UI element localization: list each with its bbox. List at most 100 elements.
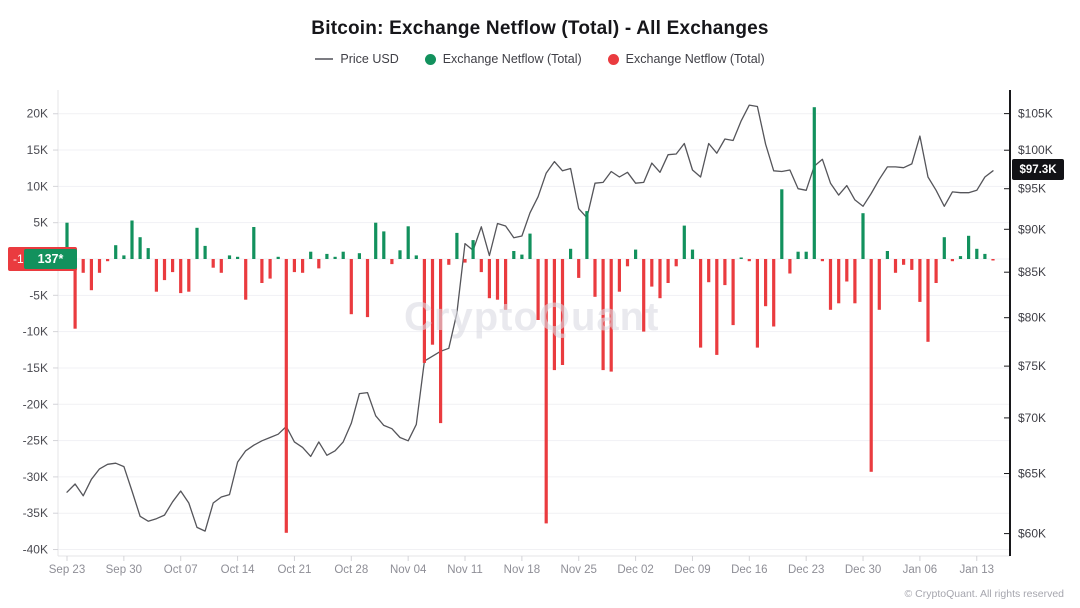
netflow-bar — [910, 259, 914, 270]
netflow-bar — [658, 259, 662, 299]
copyright-text: © CryptoQuant. All rights reserved — [904, 588, 1064, 600]
netflow-bar — [479, 259, 483, 273]
netflow-bar — [536, 259, 540, 320]
netflow-bar — [991, 259, 995, 261]
left-axis-tick-label: 20K — [27, 107, 48, 121]
page-title: Bitcoin: Exchange Netflow (Total) - All … — [311, 18, 769, 39]
right-axis-tick-label: $70K — [1018, 411, 1046, 425]
netflow-bar — [268, 259, 272, 279]
netflow-negative-badge-value: -1 — [13, 252, 24, 266]
left-axis-tick-label: -35K — [23, 506, 48, 520]
netflow-bar — [552, 259, 556, 371]
netflow-bar — [260, 259, 264, 283]
netflow-bar — [967, 235, 971, 259]
netflow-bar — [447, 259, 451, 265]
netflow-bar — [828, 259, 833, 310]
netflow-bar — [333, 256, 337, 259]
netflow-bar — [755, 259, 759, 348]
legend-item-price[interactable]: Price USD — [315, 52, 399, 66]
netflow-bar — [942, 237, 946, 259]
right-axis-tick-label: $75K — [1018, 359, 1046, 373]
netflow-bar — [162, 259, 167, 281]
netflow-bar — [244, 259, 248, 300]
netflow-bar — [390, 259, 394, 265]
netflow-bar — [918, 259, 922, 302]
netflow-bar — [227, 255, 232, 259]
legend-label-netflow-negative: Exchange Netflow (Total) — [625, 52, 765, 66]
netflow-positive-badge-value: 137* — [37, 252, 64, 266]
netflow-bar — [593, 259, 597, 297]
netflow-bar — [430, 259, 435, 345]
netflow-bar — [682, 225, 686, 259]
netflow-bar — [837, 259, 841, 304]
left-axis-tick-label: 15K — [27, 143, 48, 157]
right-axis-tick-label: $65K — [1018, 467, 1046, 481]
netflow-bar — [885, 251, 889, 259]
netflow-bar — [877, 259, 881, 310]
left-axis-tick-label: 5K — [33, 216, 48, 230]
legend-item-netflow-positive[interactable]: Exchange Netflow (Total) — [424, 52, 582, 66]
netflow-bar — [325, 253, 329, 259]
netflow-bar — [617, 259, 621, 292]
left-axis-tick-label: -10K — [23, 325, 48, 339]
netflow-bar — [804, 251, 808, 259]
netflow-bar — [171, 259, 175, 273]
right-axis-tick-label: $90K — [1018, 222, 1046, 236]
netflow-bar — [252, 227, 256, 259]
netflow-bar — [934, 259, 938, 283]
netflow-bar — [138, 237, 142, 259]
right-axis-tick-label: $105K — [1018, 107, 1053, 121]
netflow-bar — [812, 107, 816, 259]
netflow-bar — [666, 259, 670, 283]
netflow-bar — [292, 259, 296, 273]
netflow-bar — [73, 259, 77, 329]
netflow-bar — [780, 189, 784, 259]
right-axis-tick-label: $95K — [1018, 182, 1046, 196]
netflow-bar — [81, 259, 85, 273]
x-axis-tick-label: Oct 07 — [164, 564, 198, 576]
netflow-bar — [569, 248, 573, 259]
netflow-bar — [203, 245, 207, 259]
netflow-bar — [772, 259, 776, 327]
x-axis-tick-label: Dec 09 — [674, 564, 710, 576]
netflow-bar — [520, 254, 524, 259]
netflow-bar — [845, 259, 849, 282]
right-axis-tick-label: $100K — [1018, 143, 1053, 157]
x-axis-tick-label: Sep 30 — [106, 564, 142, 576]
netflow-bar — [723, 259, 727, 286]
netflow-bar — [97, 259, 102, 273]
netflow-bar — [577, 259, 581, 278]
x-axis-tick-label: Dec 23 — [788, 564, 824, 576]
left-axis-tick-label: -40K — [23, 543, 48, 557]
right-axis-tick-label: $85K — [1018, 265, 1046, 279]
left-axis-tick-label: -20K — [23, 397, 48, 411]
current-price-badge: $97.3K — [1012, 159, 1064, 180]
netflow-bar — [463, 259, 467, 263]
netflow-bar — [301, 259, 305, 273]
netflow-bar — [739, 257, 743, 259]
netflow-bar — [634, 249, 638, 259]
netflow-bar — [284, 259, 288, 533]
netflow-bar — [211, 259, 215, 268]
netflow-bar — [861, 213, 865, 259]
netflow-bar — [715, 259, 719, 355]
netflow-bar — [544, 259, 548, 524]
netflow-bar — [309, 251, 313, 259]
netflow-bar — [382, 231, 386, 259]
netflow-bar — [731, 259, 735, 326]
netflow-bar — [374, 222, 378, 259]
legend-item-netflow-negative[interactable]: Exchange Netflow (Total) — [607, 52, 765, 66]
netflow-bar — [609, 259, 613, 372]
netflow-bar — [650, 259, 654, 287]
netflow-bar — [341, 251, 345, 259]
netflow-bar — [764, 259, 768, 307]
netflow-bar — [195, 227, 199, 259]
netflow-bar — [146, 248, 150, 259]
netflow-bar — [187, 259, 191, 292]
netflow-bar — [893, 259, 898, 273]
netflow-bar — [820, 259, 824, 262]
netflow-bar — [106, 259, 110, 262]
netflow-bar — [902, 259, 906, 265]
netflow-bar — [950, 259, 954, 262]
